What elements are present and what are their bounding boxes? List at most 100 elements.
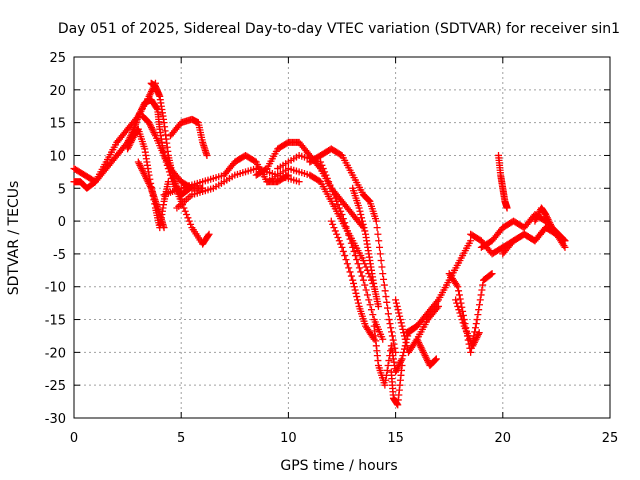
data-point [455, 306, 463, 314]
data-point [187, 220, 195, 228]
data-point [396, 312, 404, 320]
data-point [385, 357, 393, 365]
data-point [345, 231, 353, 239]
data-point [432, 355, 440, 363]
data-point [181, 207, 189, 215]
data-point [475, 306, 483, 314]
data-point [331, 227, 339, 235]
data-point [338, 243, 346, 251]
data-point [149, 127, 157, 135]
data-point [378, 263, 386, 271]
data-point [126, 140, 134, 148]
data-point [350, 247, 358, 255]
data-point [414, 337, 422, 345]
series-arc-20 [392, 296, 442, 356]
data-point [559, 235, 567, 243]
data-point [471, 328, 479, 336]
data-point [365, 197, 373, 205]
data-point [364, 196, 372, 204]
data-point [560, 236, 568, 244]
data-point [476, 296, 484, 304]
data-point [456, 295, 464, 303]
data-point [142, 173, 150, 181]
data-point [148, 125, 156, 133]
series-arc-4 [130, 96, 213, 248]
data-point [162, 155, 170, 163]
data-point [146, 120, 154, 128]
data-point [477, 291, 485, 299]
data-point [184, 214, 192, 222]
series-arc-24 [452, 296, 483, 350]
data-point [361, 227, 369, 235]
data-point [333, 197, 341, 205]
series-arc-19 [387, 361, 406, 409]
data-point [423, 355, 431, 363]
data-point [146, 181, 154, 189]
data-point [456, 309, 464, 317]
data-point [379, 335, 387, 343]
data-point [337, 240, 345, 248]
data-point [413, 335, 421, 343]
data-point [142, 174, 150, 182]
data-point [164, 160, 172, 168]
data-point [473, 334, 481, 342]
data-point [388, 332, 396, 340]
data-point [467, 237, 475, 245]
data-point [380, 275, 388, 283]
data-point [337, 207, 345, 215]
plot-frame [73, 56, 611, 419]
series-arc-14 [306, 145, 367, 199]
data-point [334, 201, 342, 209]
data-point [141, 171, 149, 179]
data-point [329, 188, 337, 196]
data-point [321, 168, 329, 176]
data-point [357, 268, 365, 276]
data-point [503, 204, 511, 212]
data-point [393, 365, 401, 373]
data-point [467, 348, 475, 356]
series-arc-1 [70, 79, 159, 186]
data-point [153, 104, 161, 112]
data-point [534, 211, 542, 219]
data-point [346, 268, 354, 276]
data-point [469, 342, 477, 350]
data-point [455, 287, 463, 295]
data-point [370, 335, 378, 343]
data-point [532, 215, 540, 223]
data-point [327, 184, 335, 192]
data-point [418, 345, 426, 353]
data-point [351, 286, 359, 294]
y-tick-label: -30 [45, 412, 66, 427]
data-point [330, 224, 338, 232]
data-point [145, 179, 153, 187]
data-point [327, 217, 335, 225]
data-point [547, 220, 555, 228]
data-point [386, 320, 394, 328]
data-point [380, 281, 388, 289]
data-point [145, 119, 153, 127]
data-point [165, 161, 173, 169]
data-point [543, 214, 551, 222]
data-point [137, 107, 145, 115]
data-point [352, 289, 360, 297]
data-point [342, 223, 350, 231]
data-point [138, 165, 146, 173]
data-point [124, 143, 132, 151]
series-arc-22 [413, 335, 440, 369]
data-point [369, 311, 377, 319]
data-point [367, 306, 375, 314]
data-point [389, 336, 397, 344]
x-tick-label: 5 [177, 431, 185, 446]
data-point [474, 332, 482, 340]
data-point [330, 191, 338, 199]
data-point [160, 224, 168, 232]
data-point [458, 316, 466, 324]
data-point [544, 215, 552, 223]
data-point [383, 366, 391, 374]
data-point [474, 311, 482, 319]
data-point [124, 145, 132, 153]
data-point [355, 204, 363, 212]
data-point [382, 376, 390, 384]
data-point [323, 174, 331, 182]
data-point [147, 122, 155, 130]
